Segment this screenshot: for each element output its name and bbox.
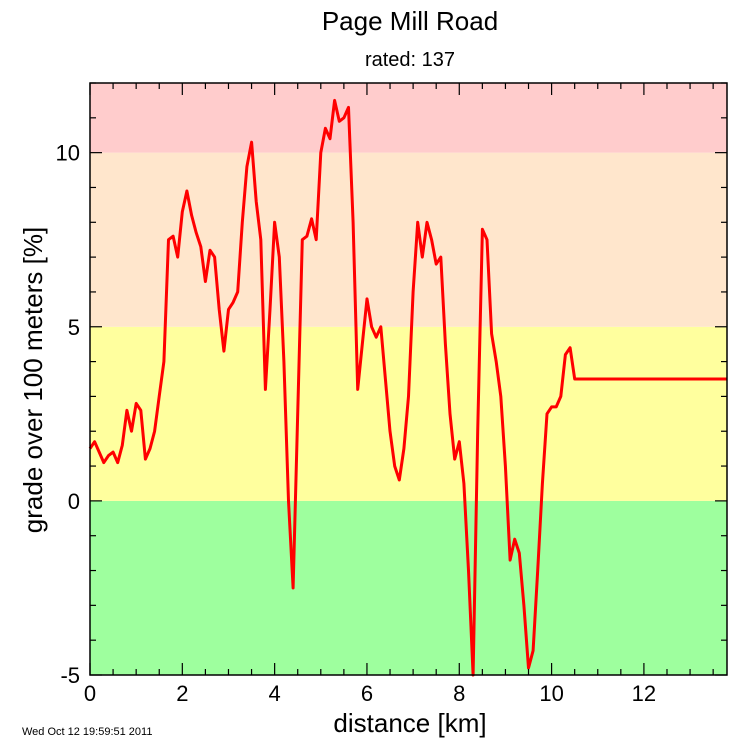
x-tick-label: 10 [539, 681, 563, 706]
x-tick-label: 8 [453, 681, 465, 706]
grade-band-1 [90, 326, 727, 501]
grade-band-0 [90, 500, 727, 675]
y-tick-label: 10 [56, 141, 80, 166]
grade-band-2 [90, 152, 727, 327]
y-axis-label: grade over 100 meters [%] [18, 227, 48, 533]
x-axis-label: distance [km] [333, 708, 486, 738]
grade-line-series-0 [88, 98, 727, 677]
x-tick-label: 4 [269, 681, 281, 706]
grade-band-3 [90, 83, 727, 153]
y-tick-label: 5 [68, 315, 80, 340]
x-tick-label: 0 [84, 681, 96, 706]
axis-ticks [89, 82, 727, 676]
x-tick-label: 6 [361, 681, 373, 706]
chart-subtitle: rated: 137 [365, 49, 455, 71]
series-layer [88, 98, 727, 677]
timestamp: Wed Oct 12 19:59:51 2011 [22, 726, 152, 738]
y-tick-label: -5 [60, 663, 80, 688]
y-tick-label: 0 [68, 489, 80, 514]
grade-bands [90, 83, 727, 675]
chart-title: Page Mill Road [322, 6, 498, 36]
x-tick-label: 12 [632, 681, 656, 706]
plot-frame [89, 82, 728, 676]
x-tick-label: 2 [176, 681, 188, 706]
